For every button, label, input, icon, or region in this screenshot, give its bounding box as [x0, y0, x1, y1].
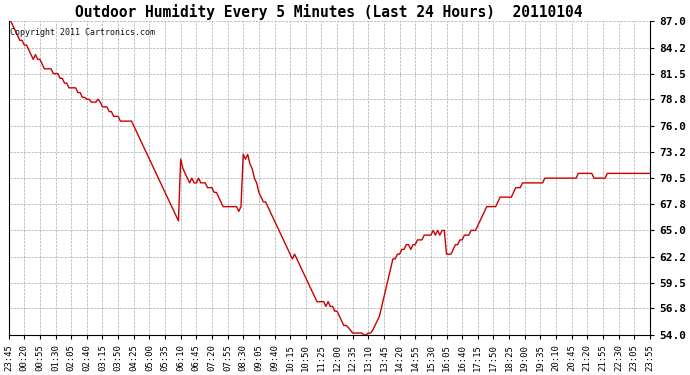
Title: Outdoor Humidity Every 5 Minutes (Last 24 Hours)  20110104: Outdoor Humidity Every 5 Minutes (Last 2…	[75, 4, 583, 20]
Text: Copyright 2011 Cartronics.com: Copyright 2011 Cartronics.com	[10, 28, 155, 37]
